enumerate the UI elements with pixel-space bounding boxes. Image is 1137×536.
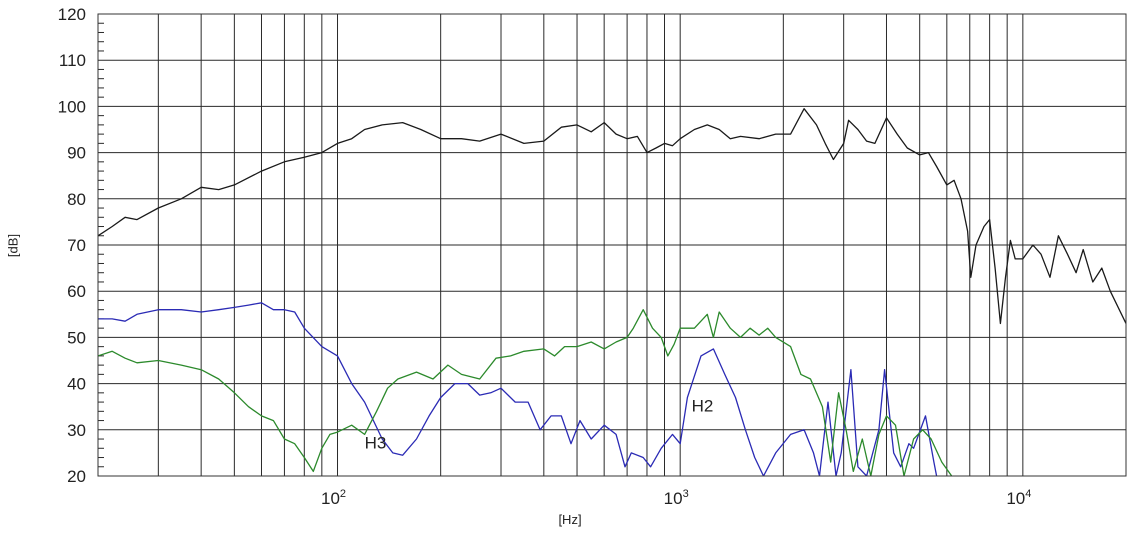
- y-tick-label: 20: [67, 467, 86, 486]
- y-tick-label: 100: [58, 97, 86, 116]
- annotation-h3: H3: [365, 433, 387, 452]
- y-tick-label: 60: [67, 282, 86, 301]
- x-tick-label: 104: [1006, 488, 1031, 508]
- y-tick-label: 50: [67, 328, 86, 347]
- y-tick-label: 90: [67, 144, 86, 163]
- annotations: H3 H2: [365, 396, 714, 452]
- data-series: [98, 108, 1126, 476]
- y-axis-label: [dB]: [5, 233, 21, 258]
- h3-series: [98, 309, 953, 476]
- y-tick-label: 120: [58, 5, 86, 24]
- y-tick-label: 70: [67, 236, 86, 255]
- x-axis-label: [Hz]: [558, 512, 582, 527]
- y-tick-label: 30: [67, 421, 86, 440]
- tick-labels: 20 30 40 50 60 70 80 90 100 110 120 102 103 104: [58, 5, 1032, 508]
- grid-lines: [97, 13, 1127, 477]
- annotation-h2: H2: [692, 396, 714, 415]
- plot-frame: [97, 13, 1127, 477]
- h2-series: [98, 302, 938, 476]
- y-tick-label: 80: [67, 190, 86, 209]
- y-tick-label: 110: [59, 51, 86, 70]
- x-tick-label: 103: [664, 488, 689, 508]
- x-tick-label: 102: [321, 488, 346, 508]
- fundamental-series: [98, 108, 1126, 325]
- y-tick-label: 40: [67, 375, 86, 394]
